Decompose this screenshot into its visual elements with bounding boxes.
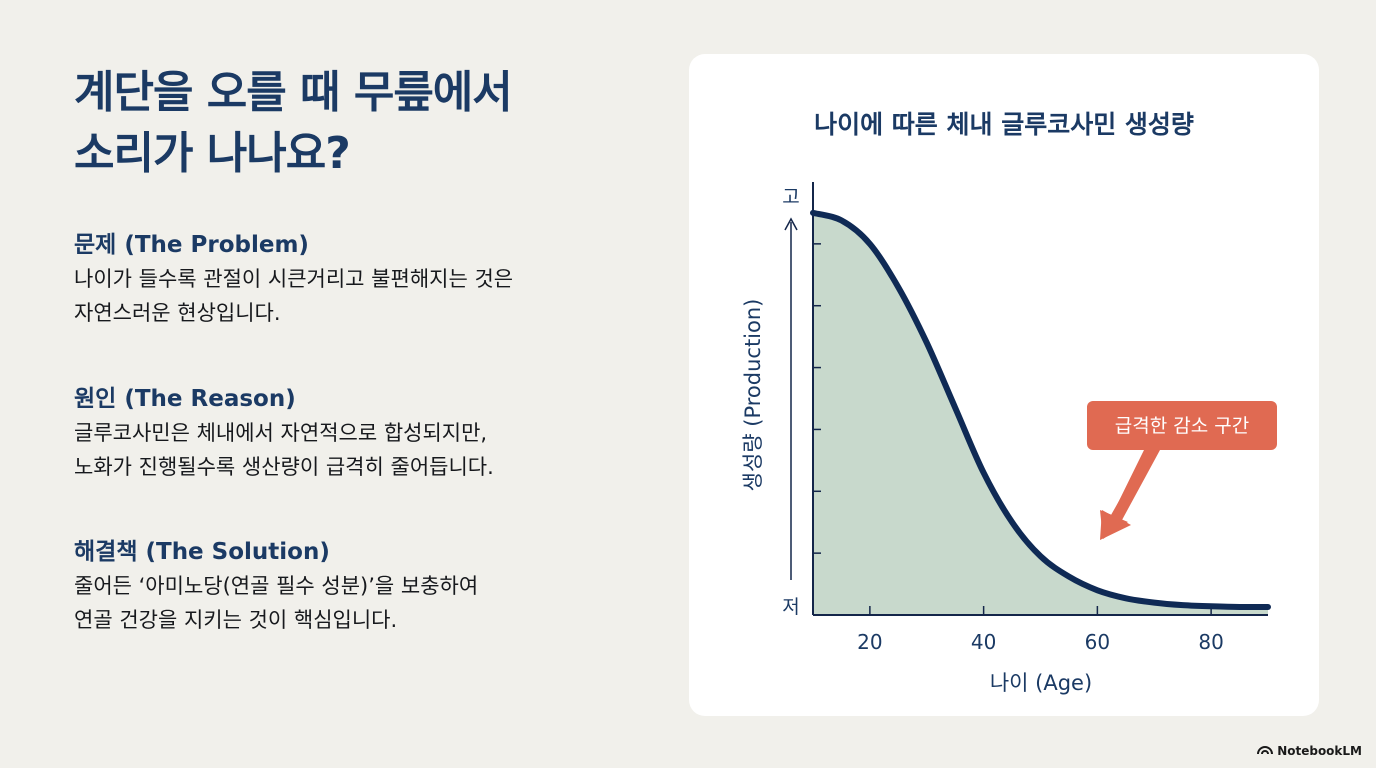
y-high-label: 고 — [782, 186, 799, 208]
title-area: 계단을 오를 때 무릎에서 소리가 나나요? — [74, 62, 654, 184]
section-heading: 해결책 (The Solution) — [74, 539, 330, 565]
section-line: 줄어든 ‘아미노당(연골 필수 성분)’을 보충하여 — [74, 574, 479, 598]
annotation-arrow-head — [1100, 450, 1160, 540]
slide-title-line: 소리가 나나요? — [74, 128, 351, 179]
section-line: 나이가 들수록 관절이 시큰거리고 불편해지는 것은 — [74, 267, 514, 291]
notebooklm-logo-icon — [1257, 743, 1274, 758]
x-tick-label: 20 — [857, 630, 882, 654]
section-line: 글루코사민은 체내에서 자연적으로 합성되지만, — [74, 421, 488, 445]
section-line: 연골 건강을 지키는 것이 핵심입니다. — [74, 608, 398, 632]
section-reason: 원인 (The Reason) 글루코사민은 체내에서 자연적으로 합성되지만,… — [74, 382, 674, 484]
area-fill — [813, 212, 1268, 615]
watermark-text: NotebookLM — [1277, 743, 1362, 758]
section-solution: 해결책 (The Solution) 줄어든 ‘아미노당(연골 필수 성분)’을… — [74, 535, 674, 637]
section-body: 줄어든 ‘아미노당(연골 필수 성분)’을 보충하여 연골 건강을 지키는 것이… — [74, 569, 674, 637]
annotation-box — [1087, 401, 1277, 450]
section-heading: 문제 (The Problem) — [74, 232, 309, 258]
y-low-label: 저 — [782, 596, 799, 618]
x-axis-title: 나이 (Age) — [990, 671, 1092, 695]
annotation-label: 급격한 감소 구간 — [1115, 415, 1249, 437]
slide-title-line: 계단을 오를 때 무릎에서 — [74, 67, 513, 118]
slide-title: 계단을 오를 때 무릎에서 소리가 나나요? — [74, 62, 654, 184]
x-tick-label: 80 — [1198, 630, 1223, 654]
watermark: NotebookLM — [1257, 743, 1362, 758]
x-tick-label: 60 — [1085, 630, 1110, 654]
section-heading: 원인 (The Reason) — [74, 386, 296, 412]
section-line: 노화가 진행될수록 생산량이 급격히 줄어듭니다. — [74, 455, 494, 479]
y-arrow-head — [784, 217, 798, 231]
chart-title: 나이에 따른 체내 글루코사민 생성량 — [814, 110, 1194, 139]
section-body: 나이가 들수록 관절이 시큰거리고 불편해지는 것은 자연스러운 현상입니다. — [74, 262, 674, 330]
x-tick-label: 40 — [971, 630, 996, 654]
section-problem: 문제 (The Problem) 나이가 들수록 관절이 시큰거리고 불편해지는… — [74, 228, 674, 330]
y-axis-title: 생성량 (Production) — [741, 299, 765, 492]
section-line: 자연스러운 현상입니다. — [74, 301, 281, 325]
plot-area: 20 40 60 80 고저 생성량 (Production) 나이 (Age) 급격한 감소… — [741, 182, 1277, 695]
series-line — [810, 209, 1271, 611]
section-body: 글루코사민은 체내에서 자연적으로 합성되지만, 노화가 진행될수록 생산량이 … — [74, 416, 674, 484]
